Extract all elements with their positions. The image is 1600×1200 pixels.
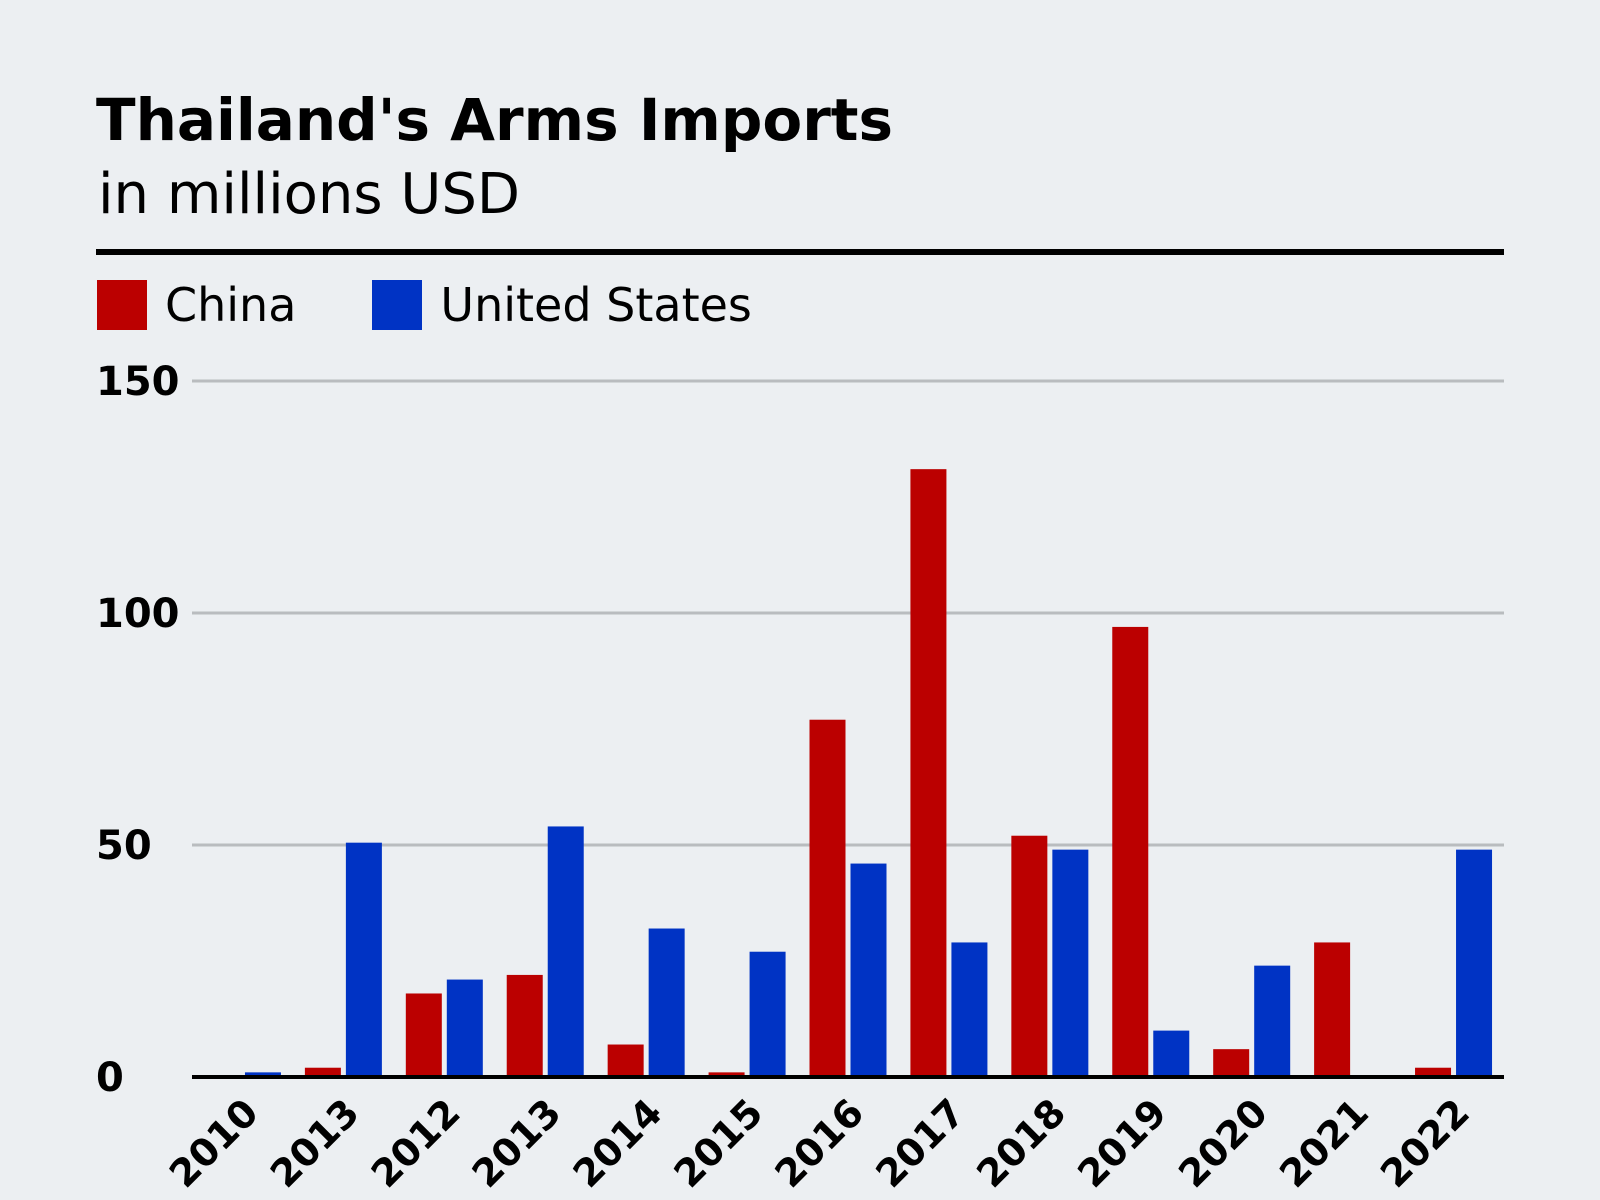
- bar-china: [1415, 1067, 1452, 1077]
- x-tick-label: 2012: [363, 1090, 469, 1196]
- legend-swatch-china: [97, 280, 147, 330]
- bar-china: [1011, 835, 1048, 1077]
- x-tick-label: 2020: [1170, 1090, 1276, 1196]
- bar-china: [708, 1072, 745, 1077]
- x-tick-label: 2016: [766, 1090, 872, 1196]
- bar-china: [607, 1044, 644, 1077]
- bar-united-states: [749, 951, 786, 1077]
- bar-united-states: [1254, 965, 1291, 1077]
- bar-united-states: [547, 826, 584, 1077]
- y-tick-label: 0: [96, 1055, 124, 1101]
- x-tick-label: 2019: [1069, 1090, 1175, 1196]
- legend-item-china: China: [97, 278, 296, 332]
- bar-china: [1112, 626, 1149, 1077]
- x-tick-label: 2010: [161, 1090, 267, 1196]
- x-tick-label: 2017: [867, 1090, 973, 1196]
- bar-united-states: [1052, 849, 1089, 1077]
- bar-china: [809, 719, 846, 1077]
- bar-china: [1314, 942, 1351, 1077]
- x-tick-label: 2014: [565, 1090, 671, 1196]
- legend-label-china: China: [165, 278, 297, 332]
- x-tick-label: 2015: [666, 1090, 772, 1196]
- x-tick-label: 2021: [1271, 1090, 1377, 1196]
- bar-united-states: [951, 942, 988, 1077]
- legend: China United States: [97, 278, 828, 332]
- bar-united-states: [345, 842, 382, 1077]
- bar-united-states: [446, 979, 483, 1077]
- bar-united-states: [1456, 849, 1493, 1077]
- bar-china: [304, 1067, 341, 1077]
- y-tick-label: 50: [96, 823, 152, 869]
- chart-subtitle: in millions USD: [98, 162, 521, 227]
- y-tick-label: 150: [96, 359, 180, 405]
- bar-united-states: [850, 863, 887, 1077]
- legend-label-united-states: United States: [440, 278, 752, 332]
- bar-china: [910, 469, 947, 1077]
- legend-swatch-united-states: [372, 280, 423, 330]
- bar-united-states: [648, 928, 685, 1077]
- x-tick-label: 2022: [1372, 1090, 1478, 1196]
- bar-united-states: [1153, 1030, 1190, 1077]
- bar-united-states: [244, 1072, 281, 1077]
- x-tick-label: 2013: [464, 1090, 570, 1196]
- chart-title: Thailand's Arms Imports: [96, 86, 894, 154]
- bar-china: [405, 993, 442, 1077]
- title-divider: [96, 249, 1504, 255]
- bar-china: [506, 974, 543, 1077]
- bar-china: [1213, 1049, 1250, 1077]
- y-tick-label: 100: [96, 591, 180, 637]
- x-tick-label: 2018: [968, 1090, 1074, 1196]
- x-tick-label: 2013: [262, 1090, 368, 1196]
- legend-item-united-states: United States: [372, 278, 752, 332]
